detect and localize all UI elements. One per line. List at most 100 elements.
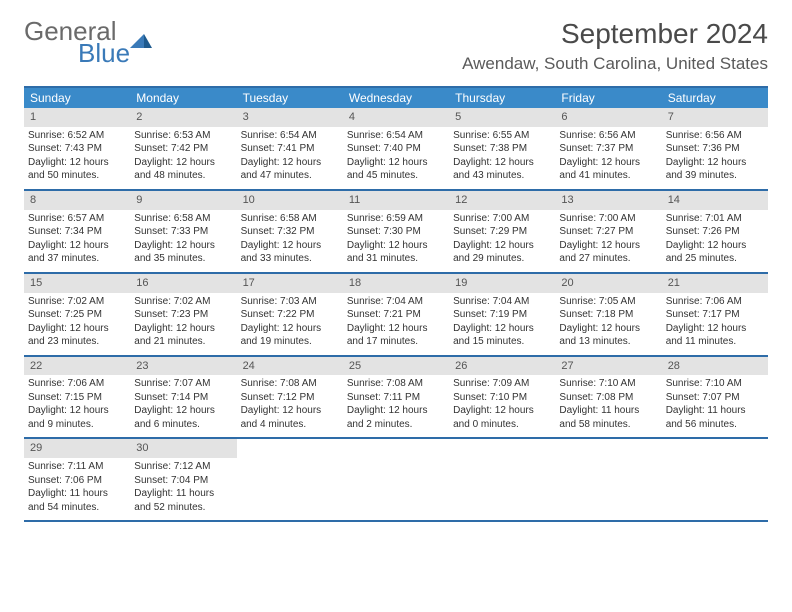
logo: General Blue xyxy=(24,18,152,66)
logo-text-blue: Blue xyxy=(78,40,130,66)
day-body: Sunrise: 7:00 AMSunset: 7:29 PMDaylight:… xyxy=(449,210,555,272)
day-body: Sunrise: 7:08 AMSunset: 7:11 PMDaylight:… xyxy=(343,375,449,437)
day-number: 3 xyxy=(237,108,343,127)
day-body: Sunrise: 7:02 AMSunset: 7:25 PMDaylight:… xyxy=(24,293,130,355)
day-number: 21 xyxy=(662,274,768,293)
day-body: Sunrise: 7:03 AMSunset: 7:22 PMDaylight:… xyxy=(237,293,343,355)
day-number: 22 xyxy=(24,357,130,376)
day-cell: 7Sunrise: 6:56 AMSunset: 7:36 PMDaylight… xyxy=(662,108,768,189)
day-cell: 24Sunrise: 7:08 AMSunset: 7:12 PMDayligh… xyxy=(237,357,343,438)
day-cell: 4Sunrise: 6:54 AMSunset: 7:40 PMDaylight… xyxy=(343,108,449,189)
day-number: 1 xyxy=(24,108,130,127)
day-body: Sunrise: 6:54 AMSunset: 7:40 PMDaylight:… xyxy=(343,127,449,189)
week-row: 22Sunrise: 7:06 AMSunset: 7:15 PMDayligh… xyxy=(24,357,768,440)
day-body: Sunrise: 6:58 AMSunset: 7:33 PMDaylight:… xyxy=(130,210,236,272)
day-body: Sunrise: 7:07 AMSunset: 7:14 PMDaylight:… xyxy=(130,375,236,437)
day-number: 24 xyxy=(237,357,343,376)
day-cell: 1Sunrise: 6:52 AMSunset: 7:43 PMDaylight… xyxy=(24,108,130,189)
day-body: Sunrise: 6:57 AMSunset: 7:34 PMDaylight:… xyxy=(24,210,130,272)
day-cell: 3Sunrise: 6:54 AMSunset: 7:41 PMDaylight… xyxy=(237,108,343,189)
day-cell: 19Sunrise: 7:04 AMSunset: 7:19 PMDayligh… xyxy=(449,274,555,355)
day-body: Sunrise: 6:53 AMSunset: 7:42 PMDaylight:… xyxy=(130,127,236,189)
day-body: Sunrise: 7:06 AMSunset: 7:17 PMDaylight:… xyxy=(662,293,768,355)
day-number: 29 xyxy=(24,439,130,458)
day-body: Sunrise: 6:55 AMSunset: 7:38 PMDaylight:… xyxy=(449,127,555,189)
day-cell: 10Sunrise: 6:58 AMSunset: 7:32 PMDayligh… xyxy=(237,191,343,272)
day-cell xyxy=(662,439,768,520)
day-number: 17 xyxy=(237,274,343,293)
day-cell xyxy=(555,439,661,520)
day-number xyxy=(662,439,768,458)
day-cell: 23Sunrise: 7:07 AMSunset: 7:14 PMDayligh… xyxy=(130,357,236,438)
day-number: 8 xyxy=(24,191,130,210)
day-number: 27 xyxy=(555,357,661,376)
day-number: 23 xyxy=(130,357,236,376)
day-body: Sunrise: 7:02 AMSunset: 7:23 PMDaylight:… xyxy=(130,293,236,355)
day-number: 9 xyxy=(130,191,236,210)
day-number: 19 xyxy=(449,274,555,293)
weekday-header: Wednesday xyxy=(343,88,449,108)
day-body: Sunrise: 6:56 AMSunset: 7:36 PMDaylight:… xyxy=(662,127,768,189)
week-row: 8Sunrise: 6:57 AMSunset: 7:34 PMDaylight… xyxy=(24,191,768,274)
day-body: Sunrise: 7:05 AMSunset: 7:18 PMDaylight:… xyxy=(555,293,661,355)
day-body: Sunrise: 7:04 AMSunset: 7:19 PMDaylight:… xyxy=(449,293,555,355)
day-number: 12 xyxy=(449,191,555,210)
day-cell: 6Sunrise: 6:56 AMSunset: 7:37 PMDaylight… xyxy=(555,108,661,189)
day-cell: 30Sunrise: 7:12 AMSunset: 7:04 PMDayligh… xyxy=(130,439,236,520)
day-number: 13 xyxy=(555,191,661,210)
day-number: 18 xyxy=(343,274,449,293)
day-number: 6 xyxy=(555,108,661,127)
day-body: Sunrise: 6:54 AMSunset: 7:41 PMDaylight:… xyxy=(237,127,343,189)
month-title: September 2024 xyxy=(462,18,768,50)
week-row: 29Sunrise: 7:11 AMSunset: 7:06 PMDayligh… xyxy=(24,439,768,522)
day-cell: 9Sunrise: 6:58 AMSunset: 7:33 PMDaylight… xyxy=(130,191,236,272)
weekday-row: SundayMondayTuesdayWednesdayThursdayFrid… xyxy=(24,88,768,108)
day-cell: 14Sunrise: 7:01 AMSunset: 7:26 PMDayligh… xyxy=(662,191,768,272)
logo-text: General Blue xyxy=(24,18,130,66)
calendar: SundayMondayTuesdayWednesdayThursdayFrid… xyxy=(24,86,768,522)
week-row: 1Sunrise: 6:52 AMSunset: 7:43 PMDaylight… xyxy=(24,108,768,191)
day-cell: 8Sunrise: 6:57 AMSunset: 7:34 PMDaylight… xyxy=(24,191,130,272)
week-row: 15Sunrise: 7:02 AMSunset: 7:25 PMDayligh… xyxy=(24,274,768,357)
location: Awendaw, South Carolina, United States xyxy=(462,54,768,74)
weekday-header: Friday xyxy=(555,88,661,108)
day-number xyxy=(237,439,343,458)
day-cell: 22Sunrise: 7:06 AMSunset: 7:15 PMDayligh… xyxy=(24,357,130,438)
day-body: Sunrise: 7:10 AMSunset: 7:07 PMDaylight:… xyxy=(662,375,768,437)
day-number: 4 xyxy=(343,108,449,127)
day-cell: 2Sunrise: 6:53 AMSunset: 7:42 PMDaylight… xyxy=(130,108,236,189)
weekday-header: Sunday xyxy=(24,88,130,108)
day-number: 7 xyxy=(662,108,768,127)
day-number: 10 xyxy=(237,191,343,210)
day-body: Sunrise: 7:06 AMSunset: 7:15 PMDaylight:… xyxy=(24,375,130,437)
day-number: 11 xyxy=(343,191,449,210)
title-block: September 2024 Awendaw, South Carolina, … xyxy=(462,18,768,74)
day-number: 25 xyxy=(343,357,449,376)
day-cell xyxy=(237,439,343,520)
day-number: 2 xyxy=(130,108,236,127)
day-body: Sunrise: 7:11 AMSunset: 7:06 PMDaylight:… xyxy=(24,458,130,520)
day-cell: 11Sunrise: 6:59 AMSunset: 7:30 PMDayligh… xyxy=(343,191,449,272)
header: General Blue September 2024 Awendaw, Sou… xyxy=(24,18,768,74)
day-body: Sunrise: 6:58 AMSunset: 7:32 PMDaylight:… xyxy=(237,210,343,272)
day-body: Sunrise: 7:09 AMSunset: 7:10 PMDaylight:… xyxy=(449,375,555,437)
day-cell: 16Sunrise: 7:02 AMSunset: 7:23 PMDayligh… xyxy=(130,274,236,355)
day-number: 28 xyxy=(662,357,768,376)
day-number xyxy=(449,439,555,458)
day-cell: 28Sunrise: 7:10 AMSunset: 7:07 PMDayligh… xyxy=(662,357,768,438)
weekday-header: Thursday xyxy=(449,88,555,108)
day-number: 20 xyxy=(555,274,661,293)
day-body: Sunrise: 6:52 AMSunset: 7:43 PMDaylight:… xyxy=(24,127,130,189)
day-cell: 27Sunrise: 7:10 AMSunset: 7:08 PMDayligh… xyxy=(555,357,661,438)
day-number: 5 xyxy=(449,108,555,127)
day-body: Sunrise: 7:01 AMSunset: 7:26 PMDaylight:… xyxy=(662,210,768,272)
day-number xyxy=(343,439,449,458)
day-body: Sunrise: 6:56 AMSunset: 7:37 PMDaylight:… xyxy=(555,127,661,189)
day-cell: 12Sunrise: 7:00 AMSunset: 7:29 PMDayligh… xyxy=(449,191,555,272)
day-number: 26 xyxy=(449,357,555,376)
day-cell xyxy=(449,439,555,520)
day-cell: 18Sunrise: 7:04 AMSunset: 7:21 PMDayligh… xyxy=(343,274,449,355)
day-cell: 21Sunrise: 7:06 AMSunset: 7:17 PMDayligh… xyxy=(662,274,768,355)
day-cell: 17Sunrise: 7:03 AMSunset: 7:22 PMDayligh… xyxy=(237,274,343,355)
day-number: 30 xyxy=(130,439,236,458)
